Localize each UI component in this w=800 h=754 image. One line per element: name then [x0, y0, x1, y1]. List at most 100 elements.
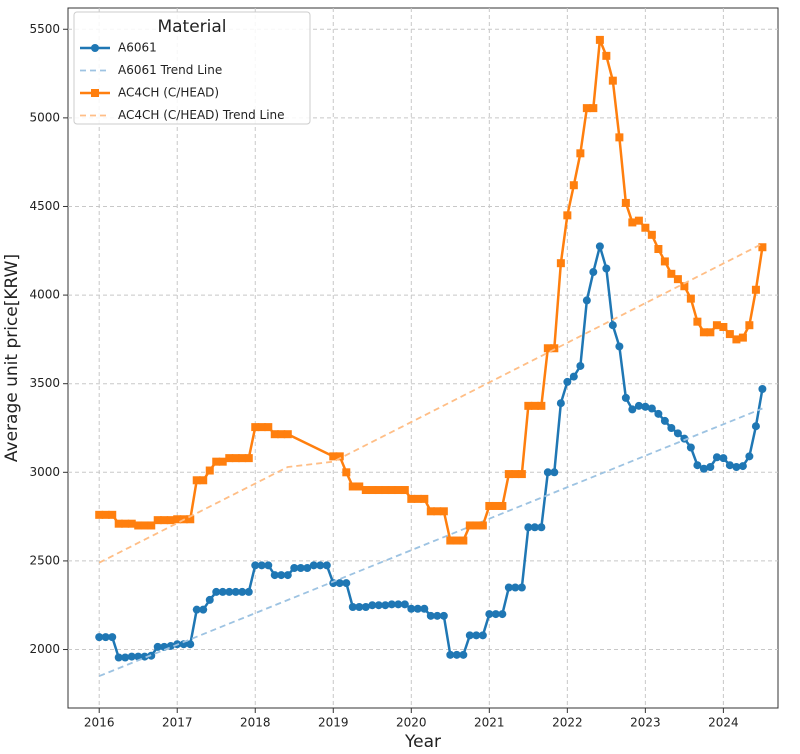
point — [628, 218, 637, 227]
point — [348, 482, 357, 491]
point — [498, 501, 507, 510]
point — [680, 282, 689, 291]
point — [719, 322, 728, 331]
point — [257, 561, 266, 570]
point — [264, 561, 273, 570]
series — [98, 242, 763, 564]
point — [218, 457, 227, 466]
point — [654, 245, 663, 254]
point — [95, 510, 104, 519]
point — [296, 564, 305, 572]
point — [472, 631, 481, 640]
point — [225, 454, 234, 463]
point — [550, 344, 559, 353]
point — [95, 633, 104, 642]
point — [511, 470, 520, 479]
point — [725, 330, 734, 339]
point — [673, 429, 682, 438]
point — [465, 521, 474, 530]
point — [335, 579, 344, 588]
point — [530, 401, 539, 410]
point — [504, 583, 513, 592]
point — [608, 76, 617, 85]
point — [400, 486, 409, 495]
point — [537, 523, 546, 532]
point — [127, 519, 136, 528]
point — [218, 587, 227, 596]
point — [251, 561, 260, 570]
point — [270, 430, 279, 439]
point — [374, 486, 383, 495]
point — [647, 230, 656, 239]
point — [589, 268, 598, 277]
point — [264, 423, 273, 432]
point — [114, 653, 123, 662]
point — [426, 611, 435, 620]
legend-label: A6061 Trend Line — [118, 63, 222, 77]
point — [303, 564, 312, 572]
series-line — [98, 242, 763, 564]
point — [179, 640, 188, 649]
point — [205, 595, 214, 604]
point — [660, 416, 669, 425]
point — [686, 294, 695, 303]
point — [595, 35, 604, 44]
point — [524, 401, 533, 410]
point — [634, 401, 643, 410]
point — [140, 521, 149, 530]
legend-title: Material — [157, 17, 226, 37]
point — [231, 454, 240, 463]
point — [576, 149, 585, 158]
point — [257, 423, 266, 432]
point — [751, 285, 760, 294]
point — [465, 631, 474, 640]
point — [556, 259, 565, 268]
point — [368, 486, 377, 495]
y-tick-label: 4500 — [29, 199, 60, 213]
point — [654, 409, 663, 418]
point — [641, 402, 650, 411]
point — [732, 462, 741, 471]
point — [758, 385, 767, 394]
point — [244, 454, 253, 463]
point — [199, 605, 208, 614]
point — [647, 404, 656, 413]
point — [446, 650, 455, 659]
point — [355, 482, 364, 491]
x-tick-label: 2019 — [318, 716, 349, 730]
point — [667, 269, 676, 278]
x-tick-label: 2022 — [552, 716, 583, 730]
legend-label: A6061 — [118, 41, 157, 55]
point — [615, 133, 624, 142]
point — [745, 452, 754, 461]
y-tick-label: 2000 — [29, 642, 60, 656]
point — [186, 640, 195, 649]
y-tick-label: 2500 — [29, 553, 60, 567]
point — [420, 494, 429, 503]
x-tick-label: 2017 — [162, 716, 193, 730]
y-tick-label: 5500 — [29, 22, 60, 36]
point — [706, 462, 715, 471]
point — [439, 611, 448, 620]
point — [712, 453, 721, 462]
point — [673, 275, 682, 284]
point — [446, 536, 455, 545]
point — [335, 452, 344, 461]
point — [277, 571, 286, 580]
point — [212, 587, 221, 596]
y-tick-label: 5000 — [29, 110, 60, 124]
point — [602, 264, 611, 273]
point — [108, 633, 117, 642]
point — [478, 521, 487, 530]
legend-marker — [91, 89, 99, 97]
point — [140, 652, 149, 661]
point — [355, 602, 364, 611]
point — [563, 377, 572, 386]
series — [98, 407, 763, 677]
point — [582, 104, 591, 113]
point — [738, 462, 747, 471]
point — [485, 610, 494, 619]
point — [472, 521, 481, 530]
point — [634, 216, 643, 225]
point — [452, 650, 461, 659]
